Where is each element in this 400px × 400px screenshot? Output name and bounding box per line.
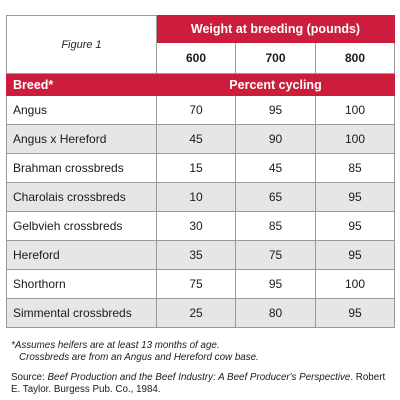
value-cell: 70 (156, 95, 236, 125)
breed-cell: Hereford (6, 240, 157, 270)
table-row: Shorthorn 75 95 100 (6, 269, 395, 299)
table-row: Brahman crossbreds 15 45 85 (6, 153, 395, 183)
footnote-assumption: *Assumes heifers are at least 13 months … (11, 340, 220, 351)
header-row-weight: Figure 1 Weight at breeding (pounds) (6, 15, 395, 74)
header-row-breed: Breed* Percent cycling (6, 73, 395, 96)
value-cell: 95 (315, 298, 395, 328)
value-cell: 85 (235, 211, 316, 241)
value-cell: 90 (235, 124, 316, 154)
value-cell: 65 (235, 182, 316, 212)
breed-cell: Angus x Hereford (6, 124, 157, 154)
value-cell: 30 (156, 211, 236, 241)
value-cell: 35 (156, 240, 236, 270)
value-cell: 100 (315, 95, 395, 125)
source-details: . Robert E. Taylor. Burgess Pub. Co., 19… (11, 372, 386, 395)
weight-header: Weight at breeding (pounds) (156, 15, 395, 43)
breed-header: Breed* (6, 73, 157, 96)
table-row: Gelbvieh crossbreds 30 85 95 (6, 211, 395, 241)
weight-column-600: 600 (156, 42, 236, 74)
value-cell: 95 (315, 240, 395, 270)
value-cell: 100 (315, 269, 395, 299)
source-title: Beef Production and the Beef Industry: A… (47, 372, 351, 383)
value-cell: 45 (235, 153, 316, 183)
figure-label: Figure 1 (6, 15, 157, 74)
weight-column-800: 800 (315, 42, 395, 74)
heifer-cycling-table: Figure 1 Weight at breeding (pounds) 600… (6, 15, 395, 328)
value-cell: 95 (235, 269, 316, 299)
percent-cycling-header: Percent cycling (156, 73, 395, 96)
value-cell: 80 (235, 298, 316, 328)
value-cell: 95 (315, 211, 395, 241)
table-row: Hereford 35 75 95 (6, 240, 395, 270)
table-row: Charolais crossbreds 10 65 95 (6, 182, 395, 212)
value-cell: 75 (235, 240, 316, 270)
header-row-weight-values: 600 700 800 (7, 42, 395, 74)
table-row: Angus x Hereford 45 90 100 (6, 124, 395, 154)
breed-cell: Gelbvieh crossbreds (6, 211, 157, 241)
breed-cell: Shorthorn (6, 269, 157, 299)
value-cell: 25 (156, 298, 236, 328)
breed-cell: Angus (6, 95, 157, 125)
table-row: Angus 70 95 100 (6, 95, 395, 125)
table-row: Simmental crossbreds 25 80 95 (6, 298, 395, 328)
value-cell: 45 (156, 124, 236, 154)
breed-cell: Charolais crossbreds (6, 182, 157, 212)
breed-cell: Brahman crossbreds (6, 153, 157, 183)
value-cell: 100 (315, 124, 395, 154)
value-cell: 10 (156, 182, 236, 212)
breed-cell: Simmental crossbreds (6, 298, 157, 328)
value-cell: 75 (156, 269, 236, 299)
footnote-crossbreds: Crossbreds are from an Angus and Herefor… (19, 352, 259, 363)
weight-column-700: 700 (235, 42, 316, 74)
table-notes: *Assumes heifers are at least 13 months … (6, 340, 394, 396)
value-cell: 95 (315, 182, 395, 212)
source-citation: Source: Beef Production and the Beef Ind… (11, 372, 394, 396)
source-prefix: Source: (11, 372, 48, 383)
value-cell: 85 (315, 153, 395, 183)
value-cell: 15 (156, 153, 236, 183)
value-cell: 95 (235, 95, 316, 125)
